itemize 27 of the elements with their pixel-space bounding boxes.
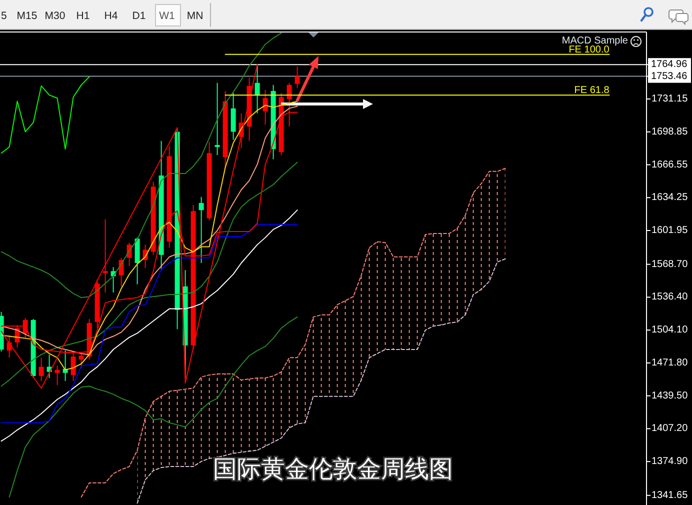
text: 5 [1, 10, 7, 22]
text: M30 [44, 10, 66, 22]
y-tick-label: 1731.15 [652, 94, 688, 105]
text: H1 [76, 10, 90, 22]
y-tick-label: 1374.90 [652, 456, 688, 468]
y-tick-label: 1753.46 [651, 70, 688, 82]
text: M15 [16, 10, 38, 22]
y-tick-label: 1698.85 [652, 126, 688, 138]
text: D1 [132, 10, 146, 22]
y-tick-label: 1764.96 [651, 59, 688, 70]
series-label: FE 61.8 [574, 85, 610, 96]
y-tick-label: 1568.70 [652, 258, 688, 270]
y-tick-label: 1407.20 [652, 423, 688, 434]
y-tick-label: 1634.25 [652, 192, 688, 204]
y-tick-label: 1471.80 [652, 357, 688, 368]
annotation: MACD Sample [562, 36, 628, 46]
y-tick-label: 1536.40 [652, 292, 688, 303]
y-tick-label: 1666.55 [652, 159, 688, 170]
text: MN [186, 10, 204, 22]
y-tick-label: 1601.95 [652, 224, 688, 236]
text: H4 [104, 10, 118, 22]
y-tick-label: 1341.65 [652, 490, 688, 501]
y-tick-label: 1504.10 [652, 324, 688, 336]
text: W1 [159, 10, 176, 22]
text: 国际黄金伦敦金周线图 [213, 455, 453, 483]
series-label: FE 100.0 [568, 44, 610, 56]
y-tick-label: 1439.50 [652, 390, 688, 402]
